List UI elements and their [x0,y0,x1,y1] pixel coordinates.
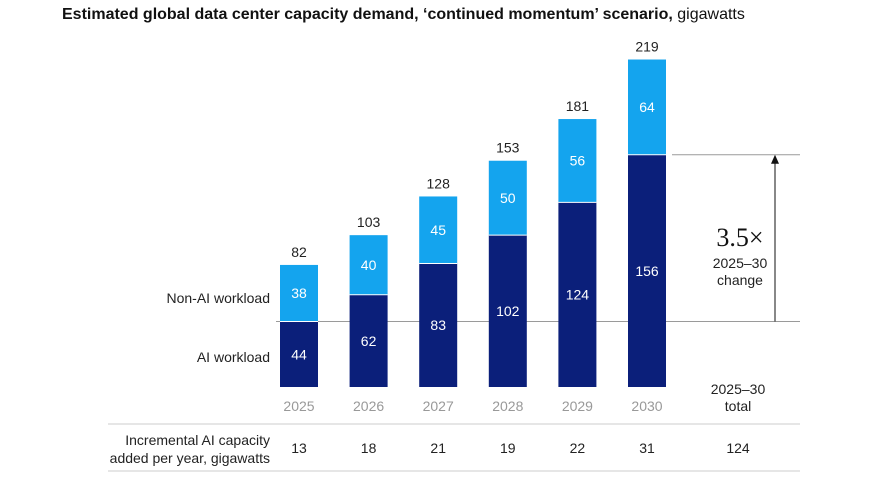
bar-ai-2028 [488,235,527,387]
change-period: 2025–30 [713,255,768,271]
bar-non-ai-2030 [628,59,666,155]
label-total-2028: 153 [496,140,520,156]
total-header-period: 2025–30 [711,381,766,397]
label-non-ai-2026: 40 [361,257,377,273]
bar-ai-2026 [349,294,388,387]
bar-labels: 44 38 82 2025 62 40 103 2026 83 45 128 2027 102 50 153… [283,39,662,414]
x-tick-2028: 2028 [492,398,523,414]
incremental-2030: 31 [639,440,655,456]
change-multiplier: 3.5× [716,223,763,252]
incremental-2028: 19 [500,440,516,456]
label-ai-2030: 156 [635,263,659,279]
incremental-2029: 22 [570,440,586,456]
label-total-2029: 181 [566,98,590,114]
chart-title-main: Estimated global data center capacity de… [62,6,673,23]
label-non-ai-2027: 45 [430,222,446,238]
incremental-total: 124 [726,440,750,456]
bar-ai-2030 [628,154,666,387]
bar-non-ai-2027 [419,196,458,264]
bar-non-ai-2025 [280,264,318,322]
incremental-row-label-line2: added per year, gigawatts [110,450,270,466]
x-tick-2026: 2026 [353,398,384,414]
incremental-2025: 13 [291,440,307,456]
chart-title-unit: gigawatts [677,6,745,23]
label-non-ai-2025: 38 [291,285,307,301]
incremental-2026: 18 [361,440,377,456]
bar-non-ai-2029 [558,119,597,203]
label-total-2025: 82 [291,244,307,260]
x-tick-2030: 2030 [631,398,662,414]
change-arrow-head [771,154,779,164]
label-total-2026: 103 [357,214,381,230]
label-non-ai-2028: 50 [500,190,516,206]
label-non-ai-2030: 64 [639,99,655,115]
x-tick-2025: 2025 [283,398,314,414]
label-ai-2025: 44 [291,346,307,362]
incremental-2027: 21 [430,440,446,456]
bar-non-ai-2028 [488,160,527,236]
incremental-row-label-line1: Incremental AI capacity [125,432,270,448]
incremental-row: 13 18 21 19 22 31 [291,440,655,456]
label-ai-2028: 102 [496,303,520,319]
label-ai-2027: 83 [430,317,446,333]
change-label: change [717,272,763,288]
bar-ai-2029 [558,202,597,387]
x-tick-2029: 2029 [562,398,593,414]
label-non-ai-2029: 56 [570,153,586,169]
label-total-2027: 128 [427,175,451,191]
bars [280,59,666,387]
bar-ai-2027 [419,263,458,387]
legend-ai-workload: AI workload [197,349,270,365]
x-tick-2027: 2027 [423,398,454,414]
legend-non-ai-workload: Non-AI workload [167,290,271,306]
chart-title: Estimated global data center capacity de… [62,6,745,24]
bar-ai-2025 [280,321,318,387]
total-header-label: total [725,398,751,414]
label-ai-2026: 62 [361,333,377,349]
label-ai-2029: 124 [566,287,590,303]
label-total-2030: 219 [635,39,659,55]
bar-non-ai-2026 [349,235,388,295]
